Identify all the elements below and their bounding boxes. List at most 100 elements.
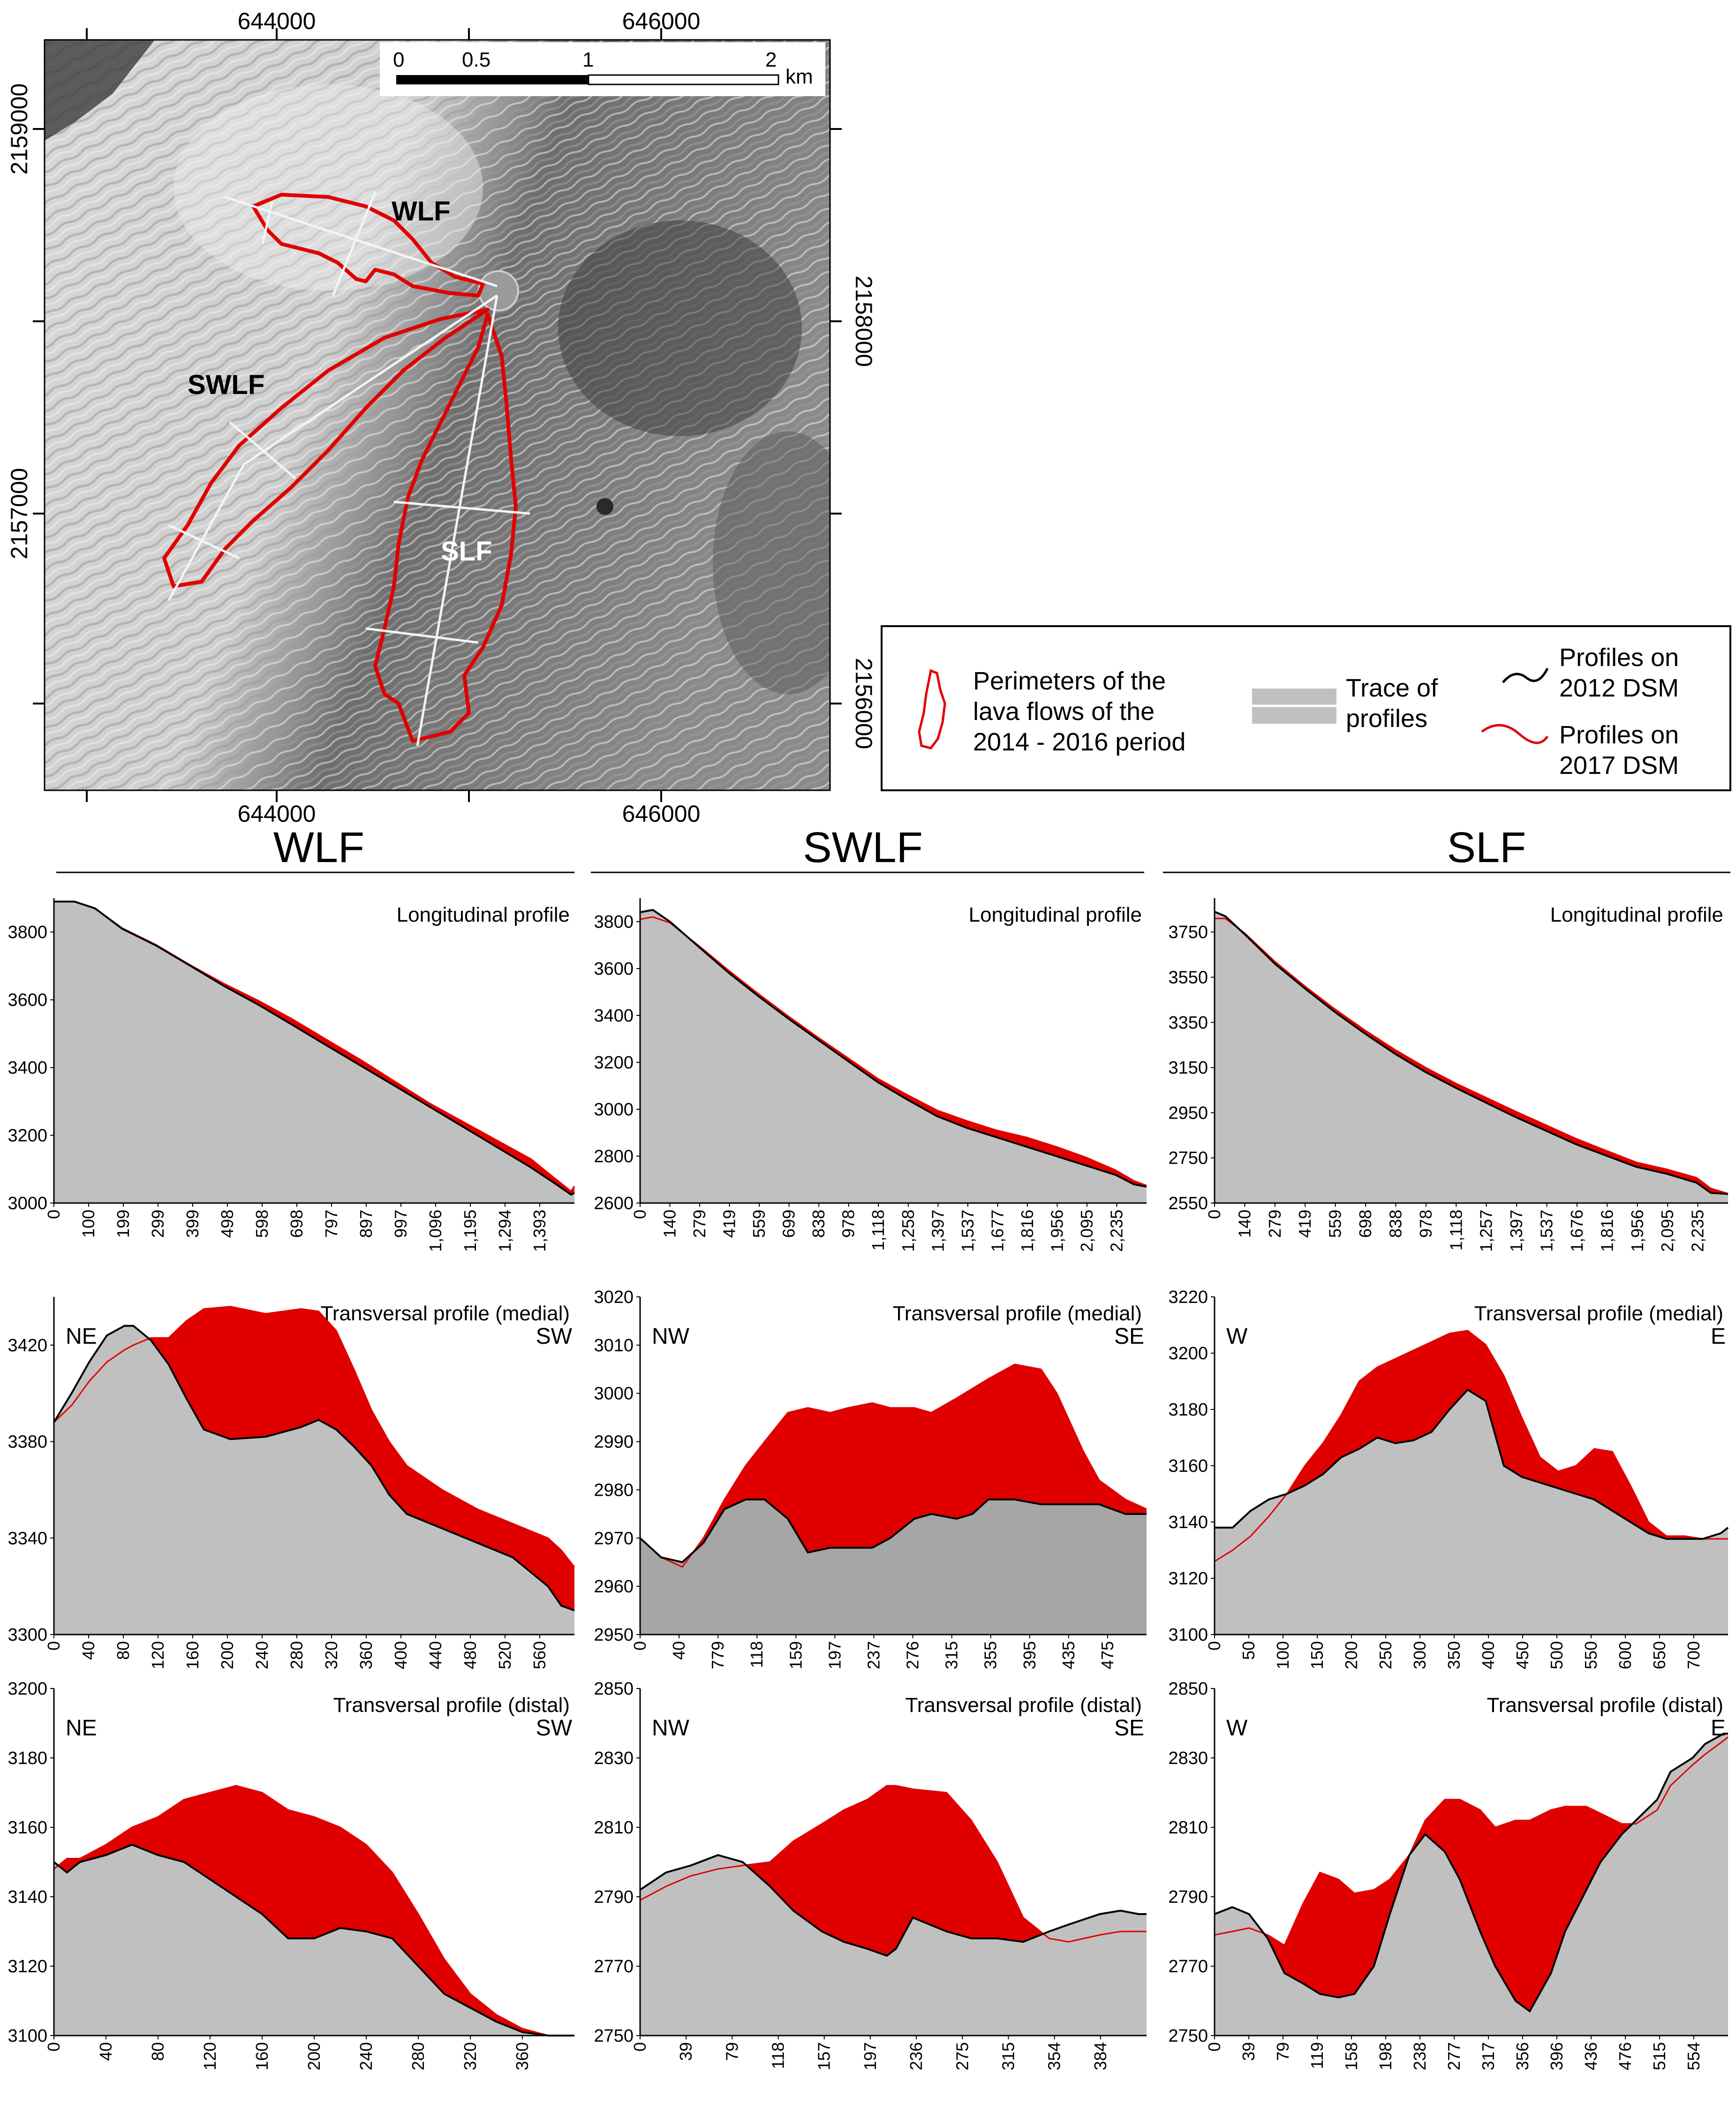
x-tick-label: 320 bbox=[460, 2042, 480, 2070]
line-2012 bbox=[1214, 911, 1728, 1195]
x-tick-label: 300 bbox=[1410, 1641, 1429, 1669]
y-tick-label: 2850 bbox=[1168, 1679, 1208, 1699]
line-2012 bbox=[53, 1843, 574, 2037]
x-tick-label: 1,537 bbox=[958, 1210, 977, 1252]
x-tick-label: 1,676 bbox=[1567, 1210, 1586, 1252]
x-tick-label: 2,235 bbox=[1107, 1210, 1126, 1252]
y-tick-label: 3020 bbox=[594, 1287, 634, 1307]
x-tick-label: 1,195 bbox=[460, 1210, 480, 1252]
x-tick-label: 315 bbox=[999, 2042, 1018, 2070]
chart-title: Transversal profile (distal) bbox=[333, 1694, 570, 1717]
x-tick-label: 396 bbox=[1547, 2042, 1566, 2070]
x-tick-label: 650 bbox=[1650, 1641, 1669, 1669]
y-tick-label: 3150 bbox=[1168, 1058, 1208, 1078]
x-tick-label: 1,118 bbox=[868, 1210, 888, 1250]
x-tick-label: 1,118 bbox=[1446, 1210, 1465, 1250]
x-tick-label: 157 bbox=[815, 2042, 834, 2070]
x-tick-label: 197 bbox=[860, 2042, 880, 2070]
y-tick-label: 3400 bbox=[8, 1058, 47, 1078]
x-tick-label: 280 bbox=[408, 2042, 428, 2070]
y-tick-label: 2970 bbox=[594, 1529, 634, 1548]
y-tick-label: 3340 bbox=[8, 1529, 47, 1548]
map-right-tick-2156000: 2156000 bbox=[851, 658, 877, 750]
y-tick-label: 3200 bbox=[594, 1053, 634, 1073]
line-2012 bbox=[1215, 1388, 1729, 1540]
x-tick-label: 400 bbox=[391, 1641, 410, 1669]
x-tick-label: 200 bbox=[218, 1641, 237, 1669]
x-tick-label: 419 bbox=[720, 1210, 739, 1238]
scale-label-0: 0 bbox=[393, 48, 404, 71]
area-2012 bbox=[640, 1499, 1147, 1635]
chart-wlf-long: 3000 3200 3400 3600 3800 0 100 199 299 399 498 598 6… bbox=[8, 898, 575, 1252]
line-2012 bbox=[54, 901, 575, 1196]
area-2012 bbox=[1215, 1734, 1728, 2036]
area-2012 bbox=[640, 1855, 1147, 2036]
x-tick-label: 356 bbox=[1513, 2042, 1532, 2070]
y-tick-label: 2600 bbox=[594, 1194, 634, 1213]
line-2012 bbox=[53, 1325, 575, 1612]
line-2012 bbox=[640, 909, 1147, 1188]
map-label-slf: SLF bbox=[441, 536, 492, 567]
line-2017 bbox=[640, 1785, 1147, 1943]
line-2017 bbox=[640, 916, 1147, 1186]
chart-wlf-dist: 3100 3120 3140 3160 3180 3200 0 40 80 120 160 200 24… bbox=[8, 1679, 574, 2070]
x-tick-label: 320 bbox=[322, 1641, 341, 1669]
x-tick-label: 80 bbox=[113, 1641, 133, 1660]
x-tick-label: 475 bbox=[1098, 1641, 1117, 1669]
direction-label-right: E bbox=[1711, 1716, 1726, 1741]
x-tick-label: 39 bbox=[676, 2042, 695, 2061]
line-2012 bbox=[639, 1499, 1147, 1563]
x-tick-label: 1,294 bbox=[495, 1210, 514, 1252]
x-tick-label: 79 bbox=[1273, 2042, 1292, 2061]
chart-title: Transversal profile (distal) bbox=[905, 1694, 1142, 1717]
wlf-perimeter bbox=[251, 193, 485, 297]
column-title-wlf: WLF bbox=[273, 824, 364, 871]
x-tick-label: 560 bbox=[530, 1641, 549, 1669]
chart-title: Transversal profile (medial) bbox=[1474, 1302, 1723, 1325]
map-bottom-tick-644000: 644000 bbox=[238, 801, 316, 827]
x-tick-label: 400 bbox=[1479, 1641, 1498, 1669]
y-tick-label: 3180 bbox=[1168, 1400, 1208, 1420]
x-tick-label: 40 bbox=[669, 1641, 688, 1660]
direction-label-right: SE bbox=[1114, 1324, 1144, 1349]
swlf-perimeter bbox=[162, 308, 490, 588]
y-tick-label: 3100 bbox=[1168, 1625, 1208, 1645]
y-tick-label: 2800 bbox=[594, 1147, 634, 1166]
chart-title: Longitudinal profile bbox=[397, 903, 570, 926]
y-tick-label: 2790 bbox=[1168, 1887, 1208, 1907]
scale-label-2: 2 bbox=[765, 48, 777, 71]
x-tick-label: 1,257 bbox=[1477, 1210, 1496, 1252]
x-tick-label: 120 bbox=[200, 2042, 219, 2070]
x-tick-label: 198 bbox=[1376, 2042, 1395, 2070]
x-tick-label: 1,816 bbox=[1018, 1210, 1037, 1252]
x-tick-label: 897 bbox=[356, 1210, 376, 1238]
x-tick-label: 797 bbox=[322, 1210, 341, 1238]
area-2012 bbox=[54, 901, 574, 1203]
x-tick-label: 554 bbox=[1684, 2042, 1703, 2070]
direction-label-right: E bbox=[1711, 1324, 1726, 1349]
x-tick-label: 698 bbox=[287, 1210, 306, 1238]
slf-perimeter bbox=[373, 312, 518, 743]
y-tick-label: 3750 bbox=[1168, 923, 1208, 942]
x-tick-label: 1,393 bbox=[530, 1210, 549, 1252]
chart-swlf-med: 2950 2960 2970 2980 2990 3000 3010 3020 0 40 779 11… bbox=[594, 1287, 1147, 1669]
x-tick-label: 237 bbox=[864, 1641, 883, 1669]
x-tick-label: 150 bbox=[1307, 1641, 1327, 1669]
x-tick-label: 1,816 bbox=[1597, 1210, 1616, 1252]
map-top-tick-646000: 646000 bbox=[622, 8, 701, 34]
x-tick-label: 476 bbox=[1615, 2042, 1635, 2070]
y-tick-label: 3160 bbox=[8, 1818, 47, 1838]
x-tick-label: 100 bbox=[79, 1210, 98, 1238]
legend-2017: Profiles on 2017 DSM bbox=[1559, 721, 1686, 780]
y-tick-label: 2750 bbox=[594, 2026, 634, 2046]
x-tick-label: 40 bbox=[79, 1641, 98, 1660]
x-tick-label: 399 bbox=[183, 1210, 202, 1238]
x-tick-label: 1,397 bbox=[1507, 1210, 1526, 1252]
x-tick-label: 118 bbox=[769, 2042, 788, 2069]
y-tick-label: 2810 bbox=[1168, 1818, 1208, 1838]
x-tick-label: 2,095 bbox=[1658, 1210, 1677, 1252]
x-tick-label: 1,956 bbox=[1628, 1210, 1647, 1252]
map-ticks bbox=[33, 28, 842, 802]
